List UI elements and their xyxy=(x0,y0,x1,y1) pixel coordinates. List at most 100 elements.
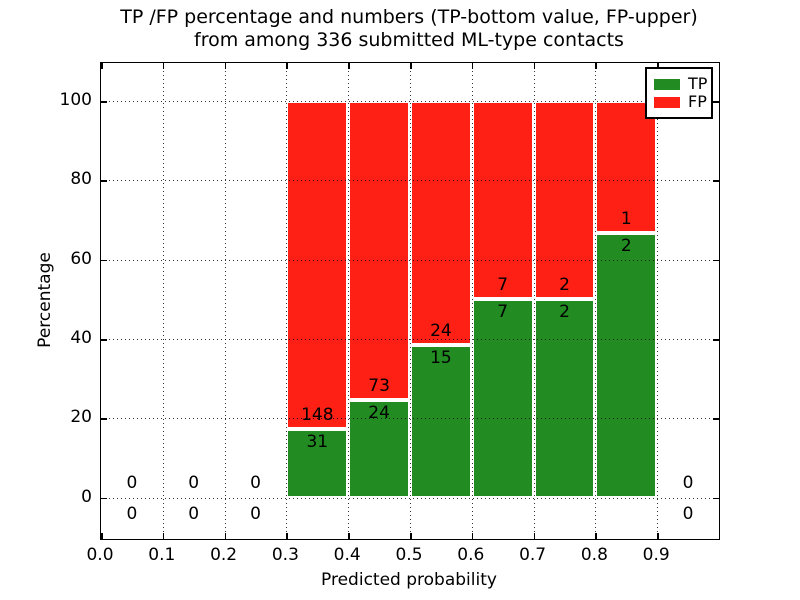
gridline-y-100 xyxy=(101,101,719,103)
tick-x-top-0.4 xyxy=(348,63,350,69)
legend-swatch-tp-icon xyxy=(654,78,680,90)
x-tick-label-0.8: 0.8 xyxy=(580,545,608,565)
gridline-x-0.9 xyxy=(657,63,659,539)
bar-count-label-fp-bin-0.7-0.8: 2 xyxy=(559,275,570,296)
tick-y-left-100 xyxy=(101,101,107,103)
tick-x-top-0.6 xyxy=(471,63,474,69)
gridline-x-0.8 xyxy=(595,63,597,539)
gridline-y-40 xyxy=(101,339,719,341)
tick-y-right-40 xyxy=(713,339,719,341)
plot-area: 0 0 0 0 0 0 148 31 73 24 24 15 7 7 2 2 1 2 0 0 xyxy=(100,62,720,540)
tick-x-bottom-0.2 xyxy=(224,533,227,539)
x-tick-label-0.4: 0.4 xyxy=(333,545,361,565)
bar-tp-bin-0.8-0.9 xyxy=(595,233,658,498)
gridline-x-0.7 xyxy=(533,63,535,539)
legend-label-tp: TP xyxy=(688,74,708,93)
bar-count-label-tp-bin-0.3-0.4: 31 xyxy=(306,432,329,453)
tick-y-right-80 xyxy=(713,180,719,182)
zero-count-label-fp-bin-0.1-0.2: 0 xyxy=(188,472,200,493)
zero-count-label-tp-bin-0.0-0.1: 0 xyxy=(126,503,138,524)
bar-count-label-fp-bin-0.8-0.9: 1 xyxy=(620,209,632,230)
legend-entry-fp: FP xyxy=(654,94,707,110)
y-tick-label-40: 40 xyxy=(70,328,92,349)
tick-x-top-0.5 xyxy=(410,63,412,69)
bar-tp-bin-0.7-0.8 xyxy=(533,299,596,498)
tick-x-top-0.8 xyxy=(595,63,597,69)
tick-x-top-0.7 xyxy=(533,63,536,69)
y-tick-label-0: 0 xyxy=(81,486,92,507)
tick-x-bottom-0.9 xyxy=(657,533,659,539)
chart-title-line2: from among 336 submitted ML-type contact… xyxy=(194,29,624,51)
tick-x-bottom-0.5 xyxy=(410,533,412,539)
tick-y-left-80 xyxy=(101,180,107,182)
bar-fp-bin-0.4-0.5 xyxy=(348,101,410,400)
gridline-x-0.4 xyxy=(348,63,350,539)
gridline-y-20 xyxy=(101,418,719,420)
chart-title: TP /FP percentage and numbers (TP-bottom… xyxy=(100,6,718,52)
x-tick-label-0.2: 0.2 xyxy=(210,545,238,565)
bar-tp-bin-0.6-0.7 xyxy=(471,299,534,498)
x-tick-label-0.9: 0.9 xyxy=(642,545,670,565)
zero-count-label-fp-bin-0.0-0.1: 0 xyxy=(126,472,138,493)
gridline-x-0.1 xyxy=(162,63,164,539)
tick-y-left-60 xyxy=(101,259,107,262)
tick-x-top-0.3 xyxy=(286,63,288,69)
bar-fp-bin-0.7-0.8 xyxy=(533,101,596,300)
bar-fp-bin-0.6-0.7 xyxy=(471,101,534,300)
gridline-y-0 xyxy=(101,497,719,499)
bar-fp-bin-0.5-0.6 xyxy=(410,101,472,346)
y-tick-label-20: 20 xyxy=(70,407,92,428)
gridline-y-60 xyxy=(101,259,719,261)
x-tick-label-0.1: 0.1 xyxy=(148,545,176,565)
x-tick-label-0.5: 0.5 xyxy=(395,545,423,565)
zero-count-label-tp-bin-0.1-0.2: 0 xyxy=(188,503,200,524)
bar-fp-bin-0.8-0.9 xyxy=(595,101,658,234)
tick-x-bottom-0.1 xyxy=(162,533,165,539)
tick-x-top-0.9 xyxy=(657,63,659,69)
x-tick-label-0.7: 0.7 xyxy=(519,545,547,565)
tick-y-right-100 xyxy=(713,101,719,103)
bar-count-label-tp-bin-0.5-0.6: 15 xyxy=(430,348,452,369)
bar-count-label-fp-bin-0.6-0.7: 7 xyxy=(497,275,509,296)
tick-y-right-60 xyxy=(713,259,719,262)
tick-y-right-20 xyxy=(713,418,719,420)
tick-x-bottom-0.3 xyxy=(286,533,288,539)
zero-count-label-tp-bin-0.2-0.3: 0 xyxy=(250,503,261,524)
bar-count-label-tp-bin-0.6-0.7: 7 xyxy=(497,302,509,323)
zero-count-label-tp-bin-0.9-1.0: 0 xyxy=(682,503,694,524)
y-tick-label-100: 100 xyxy=(59,90,92,111)
bar-count-label-fp-bin-0.5-0.6: 24 xyxy=(430,321,452,342)
chart-title-line1: TP /FP percentage and numbers (TP-bottom… xyxy=(120,6,698,28)
tick-x-top-0.0 xyxy=(101,63,103,69)
gridline-x-0.2 xyxy=(224,63,226,539)
x-tick-label-0.0: 0.0 xyxy=(86,545,114,565)
gridline-x-0.3 xyxy=(286,63,288,539)
tick-x-top-0.1 xyxy=(162,63,165,69)
y-tick-label-80: 80 xyxy=(70,169,92,190)
bar-count-label-tp-bin-0.7-0.8: 2 xyxy=(559,302,570,323)
tick-x-bottom-0.8 xyxy=(595,533,597,539)
bar-fp-bin-0.3-0.4 xyxy=(286,101,349,430)
y-tick-label-60: 60 xyxy=(70,248,92,269)
zero-count-label-fp-bin-0.9-1.0: 0 xyxy=(682,472,694,493)
gridline-y-80 xyxy=(101,180,719,182)
gridline-x-0.6 xyxy=(471,63,473,539)
legend: TP FP xyxy=(645,67,713,119)
x-tick-label-0.3: 0.3 xyxy=(271,545,299,565)
gridline-x-0.5 xyxy=(410,63,411,539)
bar-count-label-fp-bin-0.4-0.5: 73 xyxy=(368,375,390,396)
bar-count-label-fp-bin-0.3-0.4: 148 xyxy=(301,405,334,426)
tick-x-bottom-0.0 xyxy=(101,533,103,539)
x-tick-label-0.6: 0.6 xyxy=(457,545,485,565)
tick-x-top-0.2 xyxy=(224,63,227,69)
tick-y-left-0 xyxy=(101,497,107,500)
legend-entry-tp: TP xyxy=(654,74,708,93)
zero-count-label-fp-bin-0.2-0.3: 0 xyxy=(250,472,261,493)
bar-count-label-tp-bin-0.4-0.5: 24 xyxy=(368,402,390,423)
tick-y-right-0 xyxy=(713,497,719,500)
tick-x-bottom-0.4 xyxy=(348,533,350,539)
bar-count-label-tp-bin-0.8-0.9: 2 xyxy=(620,236,632,257)
tick-x-bottom-0.6 xyxy=(471,533,474,539)
x-axis-label: Predicted probability xyxy=(321,570,497,590)
